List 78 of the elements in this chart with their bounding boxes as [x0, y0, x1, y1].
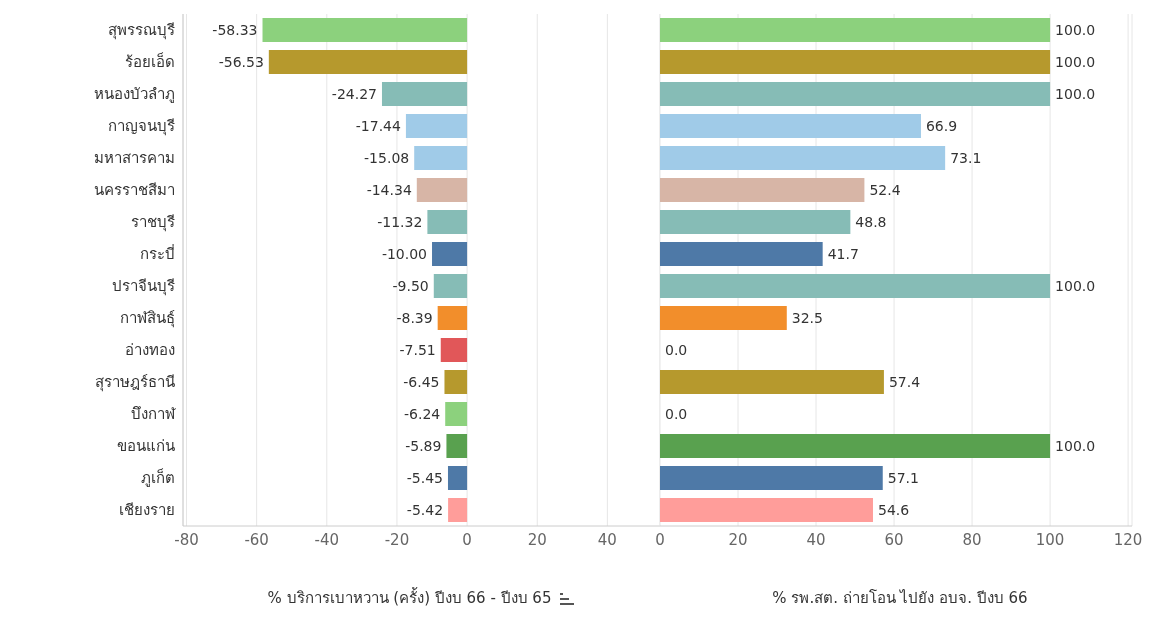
data-label: 100.0: [1055, 85, 1096, 102]
x-axis-title: % รพ.สต. ถ่ายโอน ไปยัง อบจ. ปีงบ 66: [772, 589, 1028, 607]
y-tick-label: สุพรรณบุรี: [108, 21, 175, 41]
x-tick-label: 40: [597, 530, 617, 549]
bar: [660, 370, 884, 394]
x-tick-label: 0: [462, 530, 472, 549]
y-tick-label: กาญจนบุรี: [108, 117, 175, 137]
bar: [660, 114, 921, 138]
data-label: -5.45: [406, 469, 443, 486]
data-label: 100.0: [1055, 53, 1096, 70]
bar: [660, 178, 865, 202]
x-tick-label: 20: [728, 530, 748, 549]
x-tick-label: -80: [174, 530, 199, 549]
bar: [660, 18, 1051, 42]
data-label: -6.45: [403, 373, 440, 390]
bar: [660, 210, 851, 234]
data-label: 48.8: [855, 213, 887, 230]
data-label: 57.1: [887, 469, 919, 486]
x-tick-label: 100: [1035, 530, 1065, 549]
bar: [660, 306, 787, 330]
x-tick-label: 40: [806, 530, 826, 549]
y-tick-label: ปราจีนบุรี: [112, 277, 175, 297]
bar: [660, 82, 1051, 106]
y-tick-label: ภูเก็ต: [141, 468, 175, 488]
x-tick-label: -60: [244, 530, 269, 549]
x-tick-label: 80: [962, 530, 982, 549]
data-label: -6.24: [403, 405, 441, 422]
y-tick-label: ราชบุรี: [131, 213, 175, 233]
y-tick-label: ขอนแก่น: [117, 437, 175, 456]
data-label: -56.53: [218, 53, 264, 70]
data-label: -11.32: [377, 213, 423, 230]
bar: [660, 498, 873, 522]
data-label: 0.0: [665, 405, 688, 422]
x-tick-label: -40: [314, 530, 340, 549]
bar: [660, 274, 1051, 298]
x-tick-label: 120: [1113, 530, 1143, 549]
y-tick-label: กระบี่: [140, 243, 175, 264]
data-label: 32.5: [791, 309, 823, 326]
bar: [660, 50, 1051, 74]
data-label: -7.51: [399, 341, 436, 358]
data-label: 41.7: [827, 245, 859, 262]
data-label: 100.0: [1055, 277, 1096, 294]
y-tick-label: มหาสารคาม: [94, 149, 175, 168]
data-label: -17.44: [355, 117, 402, 134]
bar: [660, 466, 883, 490]
bar: [660, 434, 1051, 458]
data-label: -15.08: [364, 149, 410, 166]
y-tick-label: หนองบัวลำภู: [94, 85, 175, 104]
data-label: -10.00: [381, 245, 428, 262]
x-tick-label: 0: [655, 530, 665, 549]
data-label: 73.1: [950, 149, 982, 166]
y-tick-label: นครราชสีมา: [94, 181, 175, 200]
x-tick-label: 20: [527, 530, 547, 549]
data-label: 0.0: [665, 341, 688, 358]
y-tick-label: อ่างทอง: [125, 341, 175, 360]
data-label: 100.0: [1055, 437, 1096, 454]
x-tick-label: -20: [384, 530, 410, 549]
data-label: -14.34: [366, 181, 412, 198]
bar: [660, 242, 823, 266]
bar: [660, 146, 946, 170]
y-tick-label: ร้อยเอ็ด: [125, 52, 175, 72]
data-label: -5.89: [405, 437, 442, 454]
data-label: -5.42: [406, 501, 444, 518]
data-label: 66.9: [925, 117, 958, 134]
y-tick-label: กาฬสินธุ์: [120, 309, 175, 329]
y-tick-label: บึงกาฬ: [131, 405, 176, 424]
data-label: 52.4: [869, 181, 901, 198]
x-axis-title: % บริการเบาหวาน (ครั้ง) ปีงบ 66 - ปีงบ 65: [267, 589, 552, 607]
data-label: -8.39: [396, 309, 433, 326]
y-tick-label: สุราษฎร์ธานี: [95, 373, 175, 393]
data-label: 54.6: [877, 501, 910, 518]
data-label: -24.27: [331, 85, 377, 102]
data-label: 57.4: [888, 373, 921, 390]
y-tick-label: เชียงราย: [119, 501, 175, 520]
x-tick-label: 60: [884, 530, 904, 549]
data-label: -58.33: [212, 21, 258, 38]
data-label: -9.50: [392, 277, 429, 294]
data-label: 100.0: [1055, 21, 1096, 38]
